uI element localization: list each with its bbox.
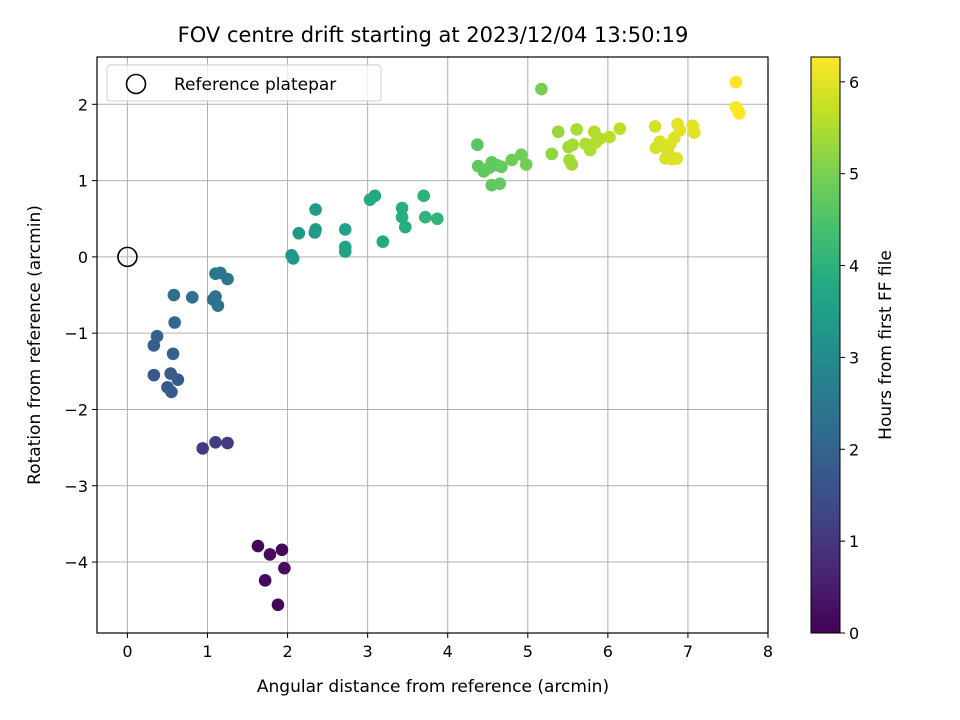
data-point — [196, 442, 209, 455]
legend-reference-marker — [125, 73, 147, 95]
y-tick-label: 0 — [78, 248, 88, 267]
colorbar-tick-label: 0 — [849, 624, 859, 643]
y-axis-label: Rotation from reference (arcmin) — [25, 205, 45, 485]
data-point — [286, 252, 300, 265]
y-axis: −4 −3 −2 −1 0 1 2 — [64, 95, 97, 572]
colorbar-label: Hours from first FF file — [876, 250, 896, 440]
data-point — [648, 120, 662, 133]
colorbar-tick-label: 6 — [849, 73, 859, 92]
reference-platepar-marker — [117, 246, 138, 268]
x-tick-label: 8 — [763, 642, 773, 661]
data-point — [545, 147, 559, 161]
data-point — [251, 539, 265, 553]
y-tick-label: 1 — [78, 172, 88, 191]
y-tick-label: 2 — [78, 95, 88, 114]
data-point — [673, 123, 687, 137]
colorbar-tick-label: 2 — [849, 440, 859, 459]
x-axis: 0 1 2 3 4 5 6 7 8 — [122, 633, 773, 661]
data-point — [732, 107, 746, 120]
colorbar-tick-label: 1 — [849, 532, 859, 551]
data-point — [258, 574, 272, 587]
data-point — [515, 148, 528, 161]
data-point — [368, 189, 382, 203]
data-point — [495, 160, 508, 174]
data-point — [338, 245, 352, 258]
data-point — [171, 373, 185, 387]
reference-marker-layer — [117, 246, 138, 268]
data-point — [185, 291, 199, 304]
colorbar-tick-label: 5 — [849, 165, 859, 184]
data-point — [670, 152, 684, 165]
y-tick-label: −3 — [64, 477, 88, 496]
data-point — [431, 212, 444, 226]
data-point — [519, 158, 533, 171]
data-point — [505, 153, 519, 167]
data-point — [688, 126, 701, 139]
data-point — [292, 226, 306, 240]
data-point — [551, 125, 565, 139]
data-point — [570, 123, 583, 136]
x-tick-label: 5 — [523, 642, 533, 661]
data-point — [167, 288, 181, 302]
data-point — [221, 272, 234, 286]
data-point — [398, 220, 412, 234]
data-point — [417, 189, 430, 203]
data-point — [278, 561, 291, 575]
x-tick-label: 4 — [443, 642, 453, 661]
data-point — [211, 299, 225, 313]
x-tick-label: 2 — [282, 642, 292, 661]
data-point — [493, 177, 507, 190]
x-tick-label: 6 — [603, 642, 613, 661]
data-point — [395, 201, 409, 215]
data-point — [395, 210, 409, 224]
data-point — [565, 158, 579, 171]
legend-box — [106, 64, 382, 102]
y-tick-label: −1 — [64, 324, 88, 343]
data-point — [729, 75, 743, 89]
data-point — [535, 82, 548, 96]
data-point — [271, 598, 285, 612]
data-point — [275, 543, 289, 557]
colorbar: 0 1 2 3 4 5 6 Hours from first FF file — [810, 56, 896, 643]
grid-lines — [97, 57, 769, 633]
data-point — [566, 138, 579, 152]
data-point — [309, 223, 322, 236]
data-point — [309, 203, 322, 216]
data-point — [376, 235, 390, 248]
colorbar-ticks: 0 1 2 3 4 5 6 — [840, 73, 859, 643]
data-point — [168, 316, 181, 329]
data-point — [166, 347, 180, 361]
data-point — [338, 223, 352, 236]
data-point — [150, 329, 164, 343]
plot-frame — [96, 56, 769, 634]
y-tick-label: −4 — [64, 553, 88, 572]
x-axis-label: Angular distance from reference (arcmin) — [257, 677, 609, 697]
x-tick-label: 7 — [683, 642, 693, 661]
data-point — [263, 548, 277, 561]
legend-entry-label: Reference platepar — [174, 75, 336, 95]
x-tick-label: 3 — [363, 642, 373, 661]
data-point — [221, 436, 234, 450]
data-point — [209, 435, 222, 449]
colorbar-gradient — [810, 56, 841, 634]
legend: Reference platepar — [106, 64, 382, 102]
x-tick-label: 0 — [122, 642, 132, 661]
data-point — [418, 210, 432, 224]
data-point — [147, 368, 161, 382]
data-point — [471, 138, 484, 152]
chart-title: FOV centre drift starting at 2023/12/04 … — [178, 23, 689, 47]
data-points — [147, 75, 746, 612]
x-tick-label: 1 — [202, 642, 212, 661]
data-point — [165, 385, 178, 399]
y-tick-label: −2 — [64, 400, 88, 419]
colorbar-tick-label: 3 — [849, 348, 859, 367]
colorbar-tick-label: 4 — [849, 257, 859, 276]
data-point — [603, 130, 616, 144]
data-point — [593, 132, 607, 145]
data-point — [613, 122, 627, 136]
